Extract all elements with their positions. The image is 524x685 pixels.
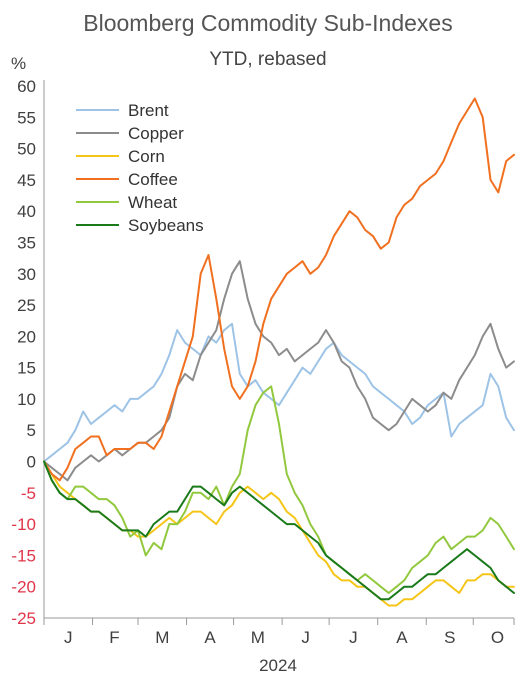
y-tick-label: 30 [17,265,36,284]
y-tick-label: 15 [17,359,36,378]
y-tick-label: 10 [17,390,36,409]
x-tick-label: M [155,628,169,647]
y-axis-unit: % [11,54,26,73]
series-lines [43,97,515,607]
y-tick-label: 45 [17,171,36,190]
y-tick-label: 35 [17,233,36,252]
y-tick-label: 25 [17,296,36,315]
y-tick-label: 20 [17,327,36,346]
y-tick-label: -10 [11,515,36,534]
x-tick-label: A [396,628,408,647]
x-tick-label: S [444,628,455,647]
x-tick-label: J [64,628,73,647]
legend-label-coffee: Coffee [128,170,178,189]
y-tick-label: 5 [27,421,36,440]
series-line-coffee [43,97,515,482]
x-tick-label: F [109,628,119,647]
x-axis-year-label: 2024 [259,656,297,675]
chart-title: Bloomberg Commodity Sub-Indexes [83,10,452,36]
y-tick-label: -20 [11,578,36,597]
series-line-corn [43,460,515,607]
legend-label-brent: Brent [128,101,169,120]
y-tick-label: 0 [27,453,36,472]
x-tick-label: J [349,628,358,647]
y-tick-label: -5 [21,484,36,503]
y-tick-label: -15 [11,546,36,565]
y-tick-label: 55 [17,108,36,127]
y-tick-label: 40 [17,202,36,221]
x-tick-label: A [204,628,216,647]
legend-label-corn: Corn [128,147,165,166]
series-line-soybeans [43,460,515,601]
series-line-wheat [43,385,515,594]
series-line-brent [43,322,515,463]
x-tick-label: M [251,628,265,647]
y-tick-label: 60 [17,77,36,96]
chart-subtitle: YTD, rebased [209,49,326,70]
series-line-copper [43,260,515,482]
y-tick-label: -25 [11,609,36,628]
legend-label-wheat: Wheat [128,193,177,212]
axes [43,80,515,625]
legend-label-copper: Copper [128,124,184,143]
legend: Brent Copper Corn Coffee Wheat Soybeans [76,101,204,235]
x-tick-label: O [491,628,504,647]
y-tick-label: 50 [17,140,36,159]
x-tick-label: J [301,628,310,647]
legend-label-soybeans: Soybeans [128,216,204,235]
